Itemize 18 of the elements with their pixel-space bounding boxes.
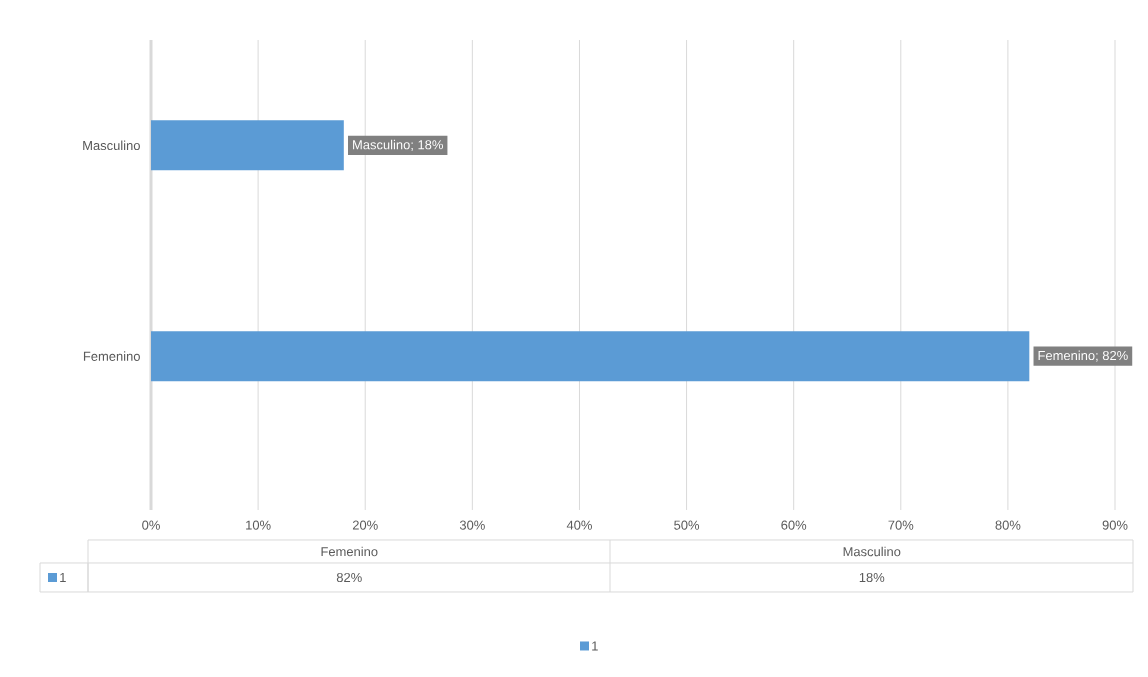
x-tick-label: 0%	[142, 520, 160, 530]
x-tick-label: 30%	[459, 520, 485, 530]
category-label: Masculino	[843, 546, 901, 557]
x-tick-label: 90%	[1102, 520, 1128, 530]
x-tick-label: 10%	[246, 520, 271, 530]
text: 1	[592, 641, 598, 651]
text: 82%	[336, 572, 362, 583]
legend-label: 1	[60, 573, 66, 582]
x-tick-label: 60%	[781, 520, 807, 530]
x-tick-label: 80%	[995, 520, 1021, 530]
data-label: Masculino; 18%	[353, 139, 443, 151]
x-tick-label: 20%	[352, 520, 378, 530]
category-label: Femenino	[321, 546, 378, 557]
x-tick-label: 70%	[888, 520, 914, 530]
data-label: Femenino; 82%	[1038, 350, 1128, 362]
x-tick-label: 40%	[566, 520, 592, 530]
x-tick-label: 50%	[674, 520, 700, 530]
text: 18%	[859, 572, 885, 583]
